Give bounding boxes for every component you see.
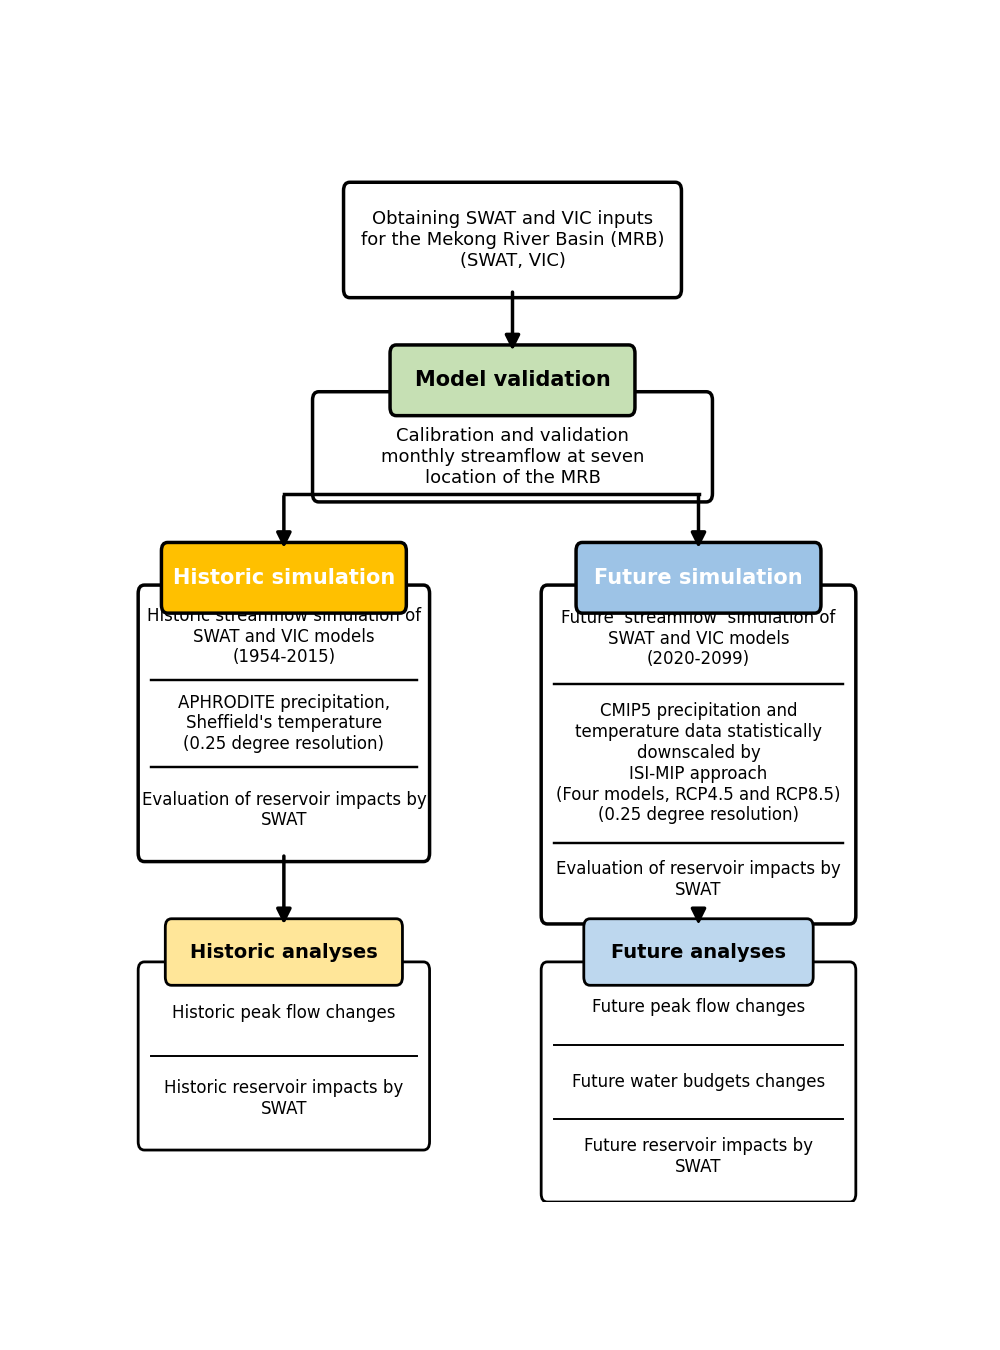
- Text: Historic peak flow changes: Historic peak flow changes: [172, 1004, 396, 1022]
- FancyBboxPatch shape: [165, 919, 402, 985]
- Text: APHRODITE precipitation,
Sheffield's temperature
(0.25 degree resolution): APHRODITE precipitation, Sheffield's tem…: [178, 694, 390, 753]
- FancyBboxPatch shape: [576, 543, 821, 613]
- Text: Historic streamflow simulation of
SWAT and VIC models
(1954-2015): Historic streamflow simulation of SWAT a…: [147, 608, 421, 667]
- FancyBboxPatch shape: [138, 585, 430, 861]
- Text: Future water budgets changes: Future water budgets changes: [572, 1073, 825, 1091]
- Text: Historic simulation: Historic simulation: [173, 568, 395, 587]
- Text: Evaluation of reservoir impacts by
SWAT: Evaluation of reservoir impacts by SWAT: [142, 791, 426, 829]
- Text: Obtaining SWAT and VIC inputs
for the Mekong River Basin (MRB)
(SWAT, VIC): Obtaining SWAT and VIC inputs for the Me…: [361, 211, 664, 270]
- Text: Model validation: Model validation: [415, 370, 610, 390]
- Text: CMIP5 precipitation and
temperature data statistically
downscaled by
ISI-MIP app: CMIP5 precipitation and temperature data…: [556, 702, 841, 825]
- Text: Historic analyses: Historic analyses: [190, 942, 378, 961]
- Text: Future simulation: Future simulation: [594, 568, 803, 587]
- FancyBboxPatch shape: [390, 346, 635, 416]
- FancyBboxPatch shape: [161, 543, 406, 613]
- FancyBboxPatch shape: [541, 585, 856, 923]
- FancyBboxPatch shape: [138, 963, 430, 1150]
- Text: Future reservoir impacts by
SWAT: Future reservoir impacts by SWAT: [584, 1137, 813, 1176]
- Text: Calibration and validation
monthly streamflow at seven
location of the MRB: Calibration and validation monthly strea…: [381, 428, 644, 487]
- Text: Future analyses: Future analyses: [611, 942, 786, 961]
- FancyBboxPatch shape: [584, 919, 813, 985]
- Text: Historic reservoir impacts by
SWAT: Historic reservoir impacts by SWAT: [164, 1080, 404, 1118]
- Text: Future  streamflow  simulation of
SWAT and VIC models
(2020-2099): Future streamflow simulation of SWAT and…: [561, 609, 836, 668]
- Text: Evaluation of reservoir impacts by
SWAT: Evaluation of reservoir impacts by SWAT: [556, 860, 841, 899]
- Text: Future peak flow changes: Future peak flow changes: [592, 999, 805, 1017]
- FancyBboxPatch shape: [344, 182, 681, 297]
- FancyBboxPatch shape: [541, 963, 856, 1202]
- FancyBboxPatch shape: [313, 392, 712, 502]
